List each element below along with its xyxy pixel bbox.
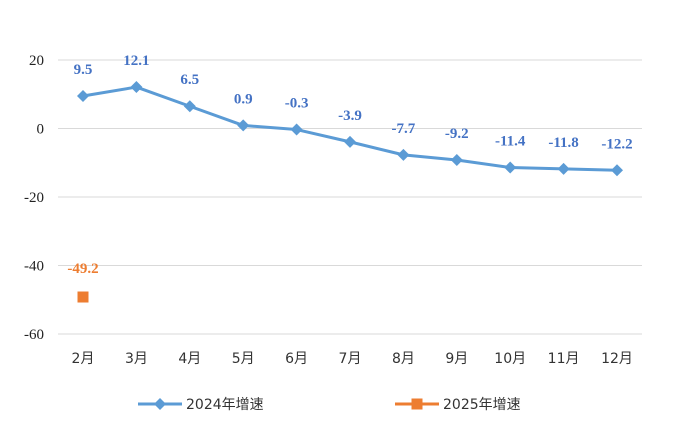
data-point-square (77, 291, 89, 303)
data-label: -11.4 (495, 134, 526, 150)
x-tick-label: 12月 (601, 351, 633, 367)
data-point-diamond (77, 89, 89, 102)
data-label: 0.9 (234, 91, 253, 107)
y-tick-label: -20 (24, 190, 44, 206)
x-tick-label: 4月 (178, 351, 201, 367)
x-tick-label: 9月 (445, 351, 468, 367)
data-label: -49.2 (67, 261, 98, 277)
x-tick-label: 2月 (72, 351, 95, 367)
x-tick-label: 6月 (285, 351, 308, 367)
data-point-diamond (237, 119, 250, 132)
data-point-diamond (504, 161, 517, 174)
x-tick-label: 5月 (232, 351, 255, 367)
data-label: 9.5 (74, 62, 93, 78)
data-label: -9.2 (445, 126, 469, 142)
y-tick-label: 20 (29, 53, 44, 69)
gridlines (58, 59, 642, 335)
x-tick-label: 10月 (494, 351, 526, 367)
data-point-diamond (397, 148, 410, 161)
x-tick-label: 8月 (392, 351, 415, 367)
legend: 2024年增速 2025年增速 (138, 397, 521, 413)
legend-label: 2024年增速 (186, 397, 264, 413)
x-axis-ticks: 2月 3月 4月 5月 6月 7月 8月 9月 10月 11月 12月 (72, 351, 633, 367)
data-label: 12.1 (123, 53, 149, 69)
data-label: -12.2 (601, 136, 632, 152)
y-axis-ticks: 20 0 -20 -40 -60 (24, 53, 44, 343)
y-tick-label: 0 (37, 122, 45, 138)
y-tick-label: -40 (24, 259, 44, 275)
legend-marker-diamond (154, 398, 166, 410)
x-tick-label: 3月 (125, 351, 148, 367)
data-point-diamond (130, 81, 143, 94)
data-point-diamond (290, 123, 303, 136)
data-label: -11.8 (548, 135, 578, 151)
data-label: -3.9 (338, 108, 362, 124)
data-point-diamond (557, 162, 570, 175)
data-point-diamond (183, 100, 196, 113)
data-labels: 9.5 12.1 6.5 0.9 -0.3 -3.9 -7.7 -9.2 -11.4 -11.8 -… (67, 53, 632, 277)
data-label: 6.5 (180, 72, 199, 88)
legend-marker-square (411, 398, 423, 410)
legend-label: 2025年增速 (443, 397, 521, 413)
data-point-diamond (344, 135, 356, 148)
data-label: -0.3 (285, 96, 309, 112)
y-tick-label: -60 (24, 327, 44, 343)
x-tick-label: 7月 (339, 351, 362, 367)
series-lines (77, 81, 623, 303)
data-label: -7.7 (392, 121, 416, 137)
data-point-diamond (611, 164, 623, 177)
data-point-diamond (450, 154, 463, 167)
x-tick-label: 11月 (548, 351, 580, 367)
